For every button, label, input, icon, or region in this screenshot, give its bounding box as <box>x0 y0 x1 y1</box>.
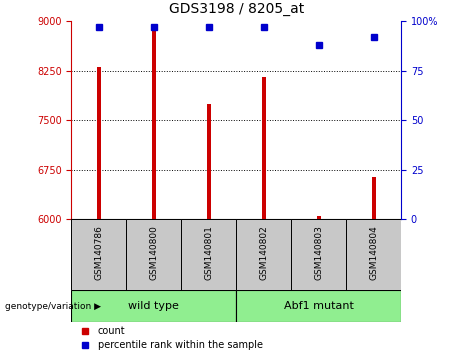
Text: GSM140803: GSM140803 <box>314 225 323 280</box>
Text: GSM140804: GSM140804 <box>369 225 378 280</box>
Title: GDS3198 / 8205_at: GDS3198 / 8205_at <box>169 2 304 16</box>
Text: genotype/variation ▶: genotype/variation ▶ <box>5 302 100 311</box>
Bar <box>152 28 156 219</box>
Bar <box>372 177 376 219</box>
Bar <box>71 290 236 322</box>
Text: percentile rank within the sample: percentile rank within the sample <box>98 340 263 350</box>
Bar <box>71 219 126 290</box>
Bar <box>97 68 101 219</box>
Bar <box>207 104 211 219</box>
Bar <box>181 219 236 290</box>
Text: GSM140802: GSM140802 <box>259 225 268 280</box>
Text: GSM140786: GSM140786 <box>95 225 103 280</box>
Bar <box>236 219 291 290</box>
Text: Abf1 mutant: Abf1 mutant <box>284 301 354 311</box>
Bar <box>126 219 181 290</box>
Bar <box>236 290 401 322</box>
Bar <box>317 216 320 219</box>
Bar <box>262 78 266 219</box>
Text: count: count <box>98 326 125 336</box>
Text: GSM140800: GSM140800 <box>149 225 159 280</box>
Bar <box>291 219 346 290</box>
Text: GSM140801: GSM140801 <box>204 225 213 280</box>
Text: wild type: wild type <box>129 301 179 311</box>
Bar <box>346 219 401 290</box>
